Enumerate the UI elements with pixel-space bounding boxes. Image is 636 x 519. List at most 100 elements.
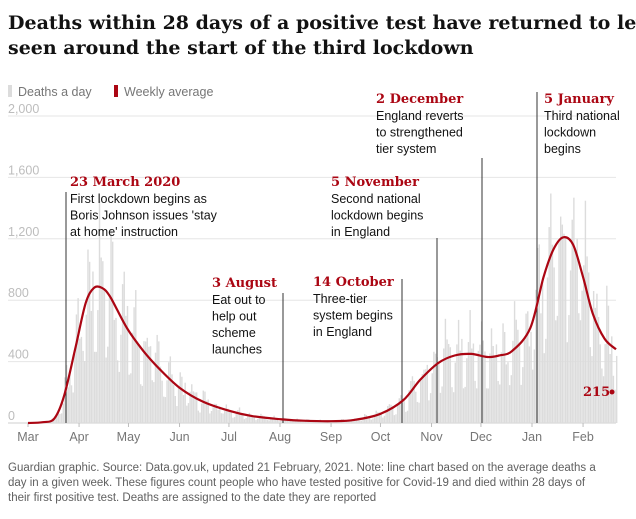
- daily-bar: [418, 402, 420, 423]
- daily-bar: [108, 297, 111, 423]
- daily-bar: [164, 397, 167, 423]
- annotation-text: lockdown: [544, 126, 596, 140]
- annotation-text: England reverts: [376, 109, 464, 123]
- daily-bar: [434, 353, 437, 423]
- daily-bar: [579, 320, 582, 423]
- legend-bars-swatch: [8, 85, 12, 97]
- daily-bar: [204, 391, 206, 423]
- end-value-dot: [609, 389, 615, 395]
- daily-bar: [545, 338, 547, 423]
- daily-bar: [148, 346, 150, 423]
- daily-bar: [240, 414, 242, 423]
- daily-bar: [467, 342, 470, 423]
- daily-bar: [433, 351, 435, 423]
- annotation: 2 December England reverts to strengthened…: [376, 92, 483, 423]
- daily-bar: [573, 197, 575, 423]
- daily-bar: [403, 401, 405, 423]
- daily-bar: [452, 392, 455, 423]
- daily-bar: [74, 354, 76, 423]
- daily-bar: [375, 410, 377, 423]
- daily-bar: [606, 285, 608, 423]
- annotation-text: begins: [544, 142, 581, 156]
- daily-bar: [252, 415, 254, 423]
- daily-bar: [261, 415, 264, 423]
- daily-bar: [408, 390, 410, 423]
- daily-bar: [596, 293, 598, 423]
- daily-bar: [121, 284, 124, 423]
- daily-bars: [29, 193, 618, 423]
- daily-bar: [569, 270, 572, 423]
- daily-bar: [398, 398, 400, 423]
- daily-bar: [107, 346, 109, 423]
- daily-bar: [543, 353, 545, 423]
- daily-bar: [130, 373, 132, 423]
- daily-bar: [464, 386, 466, 423]
- x-tick-label: Jan: [522, 430, 542, 444]
- daily-bar: [54, 416, 56, 423]
- annotation-date: 23 March 2020: [70, 175, 180, 190]
- daily-bar: [535, 289, 537, 423]
- daily-bar: [275, 419, 277, 423]
- daily-bar: [85, 314, 88, 423]
- daily-bar: [82, 350, 84, 423]
- daily-bar: [533, 349, 536, 423]
- daily-bar: [220, 413, 223, 423]
- daily-bar: [67, 387, 69, 423]
- daily-bar: [271, 417, 274, 423]
- x-tick-label: Nov: [420, 430, 443, 444]
- daily-bar: [441, 386, 443, 423]
- daily-bar: [87, 249, 89, 423]
- x-tick-label: Feb: [572, 430, 594, 444]
- daily-bar: [424, 369, 427, 423]
- daily-bar: [439, 392, 442, 423]
- daily-bar: [510, 375, 512, 423]
- daily-bar: [349, 421, 351, 423]
- daily-bar: [235, 413, 237, 423]
- daily-bar: [88, 261, 91, 423]
- annotation-date: 3 August: [212, 276, 277, 291]
- daily-bar: [350, 419, 353, 423]
- daily-bar: [214, 403, 216, 423]
- y-tick-label: 800: [8, 286, 29, 300]
- annotation-text: to strengthened: [376, 126, 463, 140]
- daily-bar: [95, 351, 97, 423]
- daily-bar: [303, 421, 305, 423]
- daily-bar: [355, 419, 358, 423]
- daily-bar: [390, 404, 392, 423]
- daily-bar: [359, 420, 361, 423]
- annotation: 5 November Second national lockdown begins…: [331, 175, 438, 423]
- daily-bar: [591, 356, 593, 423]
- daily-bar: [293, 420, 295, 423]
- daily-bar: [258, 416, 260, 423]
- daily-bar: [438, 361, 440, 423]
- daily-bar: [574, 251, 577, 423]
- footer-line-1: Guardian graphic. Source: Data.gov.uk, u…: [8, 462, 596, 474]
- daily-bar: [482, 340, 484, 423]
- daily-bar: [141, 385, 144, 423]
- daily-bar: [276, 419, 279, 423]
- daily-bar: [428, 400, 430, 423]
- daily-bar: [250, 414, 252, 423]
- daily-bar: [69, 374, 71, 423]
- daily-bar: [344, 420, 346, 423]
- y-tick-label: 1,200: [8, 225, 39, 239]
- daily-bar: [380, 413, 382, 423]
- daily-bar: [560, 216, 562, 423]
- daily-bar: [362, 418, 364, 423]
- daily-bar: [429, 393, 432, 423]
- daily-bar: [217, 409, 219, 423]
- daily-bar: [540, 313, 542, 423]
- daily-bar: [146, 337, 148, 423]
- daily-bar: [392, 405, 394, 423]
- daily-bar: [541, 282, 544, 423]
- daily-bar: [612, 375, 615, 423]
- daily-bar: [466, 358, 468, 423]
- daily-bar: [459, 350, 461, 423]
- daily-bar: [400, 395, 402, 423]
- daily-bar: [65, 365, 68, 423]
- daily-bar: [212, 407, 214, 423]
- daily-bar: [247, 416, 249, 423]
- daily-bar: [286, 419, 288, 423]
- y-tick-label: 1,600: [8, 163, 39, 177]
